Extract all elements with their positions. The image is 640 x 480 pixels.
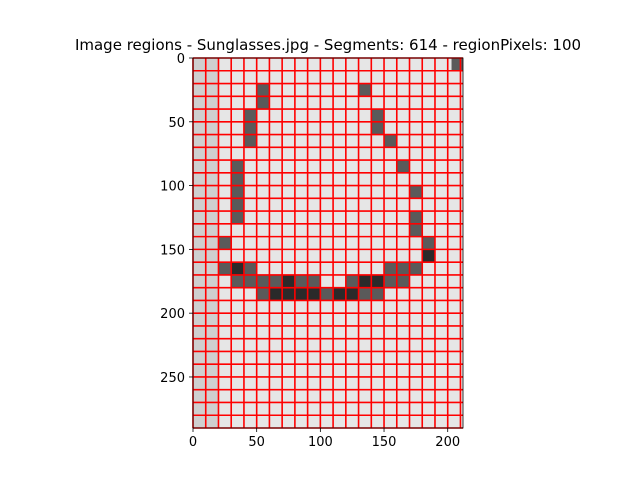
dark-region-cell bbox=[358, 274, 372, 288]
dark-region-cell bbox=[231, 198, 244, 212]
dark-region-cell bbox=[320, 287, 334, 301]
x-tick-label: 0 bbox=[189, 435, 197, 450]
plot-area bbox=[192, 57, 464, 429]
dark-region-cell bbox=[345, 287, 359, 301]
dark-region-cell bbox=[243, 121, 257, 135]
dark-region-cell bbox=[422, 236, 435, 250]
dark-region-cell bbox=[218, 236, 232, 250]
dark-region-cell bbox=[218, 262, 232, 275]
axes-frame bbox=[192, 57, 464, 429]
dark-region-cell bbox=[256, 96, 270, 110]
dark-region-cell bbox=[256, 287, 270, 301]
x-tick-label: 50 bbox=[248, 435, 265, 450]
dark-region-cell bbox=[231, 160, 244, 173]
dark-region-cell bbox=[384, 134, 397, 148]
dark-region-cell bbox=[294, 274, 308, 288]
dark-region-cell bbox=[282, 287, 295, 301]
dark-region-cell bbox=[231, 262, 244, 275]
y-tick-label: 150 bbox=[160, 243, 185, 258]
dark-region-cell bbox=[243, 274, 257, 288]
dark-region-cell bbox=[396, 262, 410, 275]
dark-region-cell bbox=[256, 83, 270, 97]
y-tick-label: 0 bbox=[177, 52, 185, 67]
x-tick-label: 200 bbox=[435, 435, 460, 450]
dark-region-cell bbox=[384, 274, 397, 288]
dark-region-cell bbox=[307, 287, 321, 301]
dark-region-cell bbox=[333, 287, 346, 301]
dark-region-cell bbox=[231, 185, 244, 199]
dark-region-cell bbox=[371, 121, 385, 135]
image-layer bbox=[193, 58, 463, 428]
dark-region-cell bbox=[294, 287, 308, 301]
segment-boundaries bbox=[192, 57, 463, 429]
y-tick-label: 250 bbox=[160, 371, 185, 386]
dark-region-cell bbox=[231, 274, 244, 288]
y-tick-label: 100 bbox=[160, 180, 185, 195]
dark-region-cell bbox=[409, 262, 423, 275]
dark-region-cell bbox=[358, 287, 372, 301]
chart-title: Image regions - Sunglasses.jpg - Segment… bbox=[75, 36, 581, 54]
y-axis: 0 50 100 150 200 250 bbox=[160, 52, 193, 386]
dark-region-cell bbox=[396, 274, 410, 288]
dark-region-cell bbox=[243, 109, 257, 122]
dark-region-cell bbox=[269, 287, 283, 301]
dark-region-cell bbox=[256, 274, 270, 288]
dark-region-cell bbox=[409, 223, 423, 237]
y-tick-label: 200 bbox=[160, 307, 185, 322]
dark-region-cell bbox=[409, 211, 423, 224]
image-corner-spot bbox=[451, 58, 463, 71]
dark-region-cell bbox=[371, 287, 385, 301]
dark-region-cell bbox=[396, 160, 410, 173]
dark-region-cell bbox=[243, 134, 257, 148]
dark-region-cell bbox=[345, 274, 359, 288]
dark-region-cell bbox=[231, 211, 244, 224]
dark-region-cell bbox=[371, 109, 385, 122]
x-tick-label: 100 bbox=[308, 435, 333, 450]
x-axis: 0 50 100 150 200 bbox=[189, 428, 460, 450]
image-background bbox=[193, 58, 463, 428]
y-tick-label: 50 bbox=[168, 116, 185, 131]
dark-region-cell bbox=[422, 249, 435, 263]
dark-region-cell bbox=[269, 274, 283, 288]
dark-region-cell bbox=[371, 274, 385, 288]
dark-region-cell bbox=[384, 262, 397, 275]
dark-region-cell bbox=[231, 172, 244, 186]
dark-region-cell bbox=[282, 274, 295, 288]
x-tick-label: 150 bbox=[372, 435, 397, 450]
dark-region-cell bbox=[358, 83, 372, 97]
dark-region-cell bbox=[409, 185, 423, 199]
dark-region-cell bbox=[243, 262, 257, 275]
dark-region-cell bbox=[307, 274, 321, 288]
